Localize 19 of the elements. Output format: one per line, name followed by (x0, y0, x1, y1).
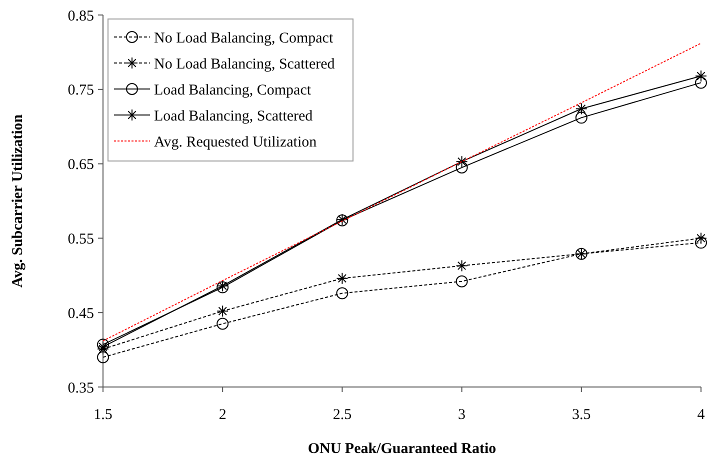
x-tick-label: 4 (697, 407, 706, 423)
y-axis-title: Avg. Subcarrier Utilization (10, 114, 26, 288)
x-tick-label: 3.5 (572, 407, 591, 423)
x-tick-label: 3 (458, 407, 466, 423)
x-tick-label: 2 (218, 407, 226, 423)
legend-label: No Load Balancing, Compact (154, 30, 334, 46)
legend-label: Load Balancing, Compact (154, 82, 312, 98)
x-tick-label: 1.5 (94, 407, 112, 423)
y-tick-label: 0.85 (68, 8, 94, 24)
x-axis-title: ONU Peak/Guaranteed Ratio (308, 441, 496, 457)
y-tick-label: 0.65 (68, 157, 94, 174)
y-tick-label: 0.45 (68, 306, 94, 322)
y-tick-label: 0.75 (68, 82, 94, 99)
legend-label: Load Balancing, Scattered (154, 108, 314, 124)
y-tick-label: 0.35 (68, 380, 94, 396)
legend-label: No Load Balancing, Scattered (154, 56, 336, 72)
legend-label: Avg. Requested Utilization (154, 134, 318, 150)
y-tick-label: 0.55 (68, 231, 94, 248)
x-tick-label: 2.5 (332, 407, 352, 423)
